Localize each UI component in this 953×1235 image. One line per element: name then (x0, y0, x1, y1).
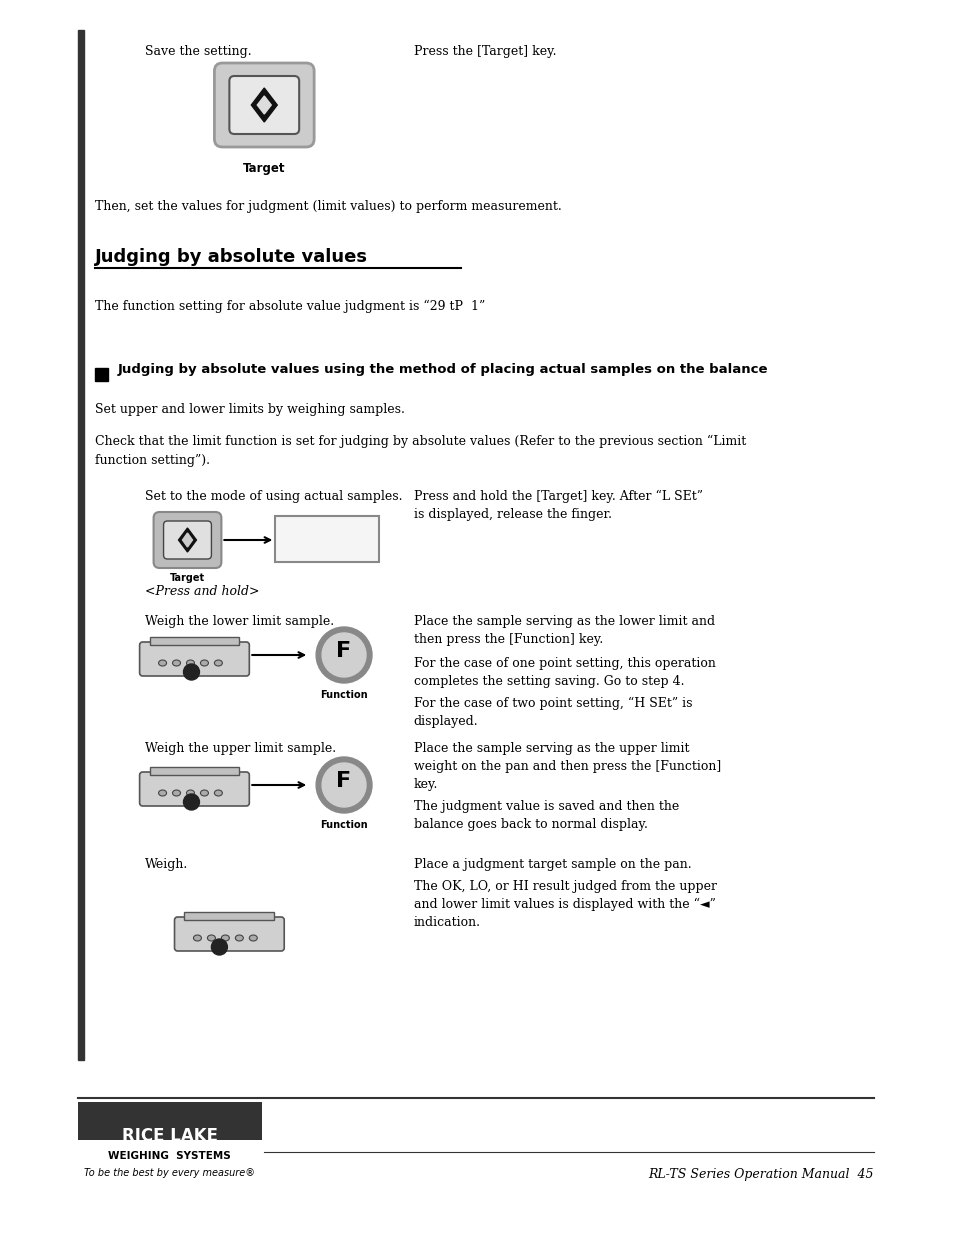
Ellipse shape (221, 935, 229, 941)
Text: RICE LAKE: RICE LAKE (121, 1128, 217, 1145)
Text: Place a judgment target sample on the pan.: Place a judgment target sample on the pa… (414, 858, 691, 871)
Text: Weigh the lower limit sample.: Weigh the lower limit sample. (145, 615, 334, 629)
FancyBboxPatch shape (174, 918, 284, 951)
Text: The OK, LO, or HI result judged from the upper: The OK, LO, or HI result judged from the… (414, 881, 716, 893)
Ellipse shape (200, 790, 208, 797)
Ellipse shape (158, 659, 167, 666)
Polygon shape (182, 534, 193, 547)
Ellipse shape (214, 659, 222, 666)
Text: then press the [Function] key.: then press the [Function] key. (414, 634, 602, 646)
Text: For the case of two point setting, “H SEt” is: For the case of two point setting, “H SE… (414, 697, 692, 710)
Text: Place the sample serving as the upper limit: Place the sample serving as the upper li… (414, 742, 689, 755)
Text: F: F (336, 771, 352, 790)
FancyBboxPatch shape (139, 772, 249, 806)
Ellipse shape (186, 790, 194, 797)
Circle shape (322, 763, 366, 806)
Text: Save the setting.: Save the setting. (145, 44, 251, 58)
Text: Function: Function (320, 820, 368, 830)
Ellipse shape (214, 790, 222, 797)
Text: Weigh.: Weigh. (145, 858, 188, 871)
Text: Judging by absolute values: Judging by absolute values (94, 248, 367, 266)
Circle shape (183, 664, 199, 680)
Circle shape (315, 627, 372, 683)
Polygon shape (178, 529, 196, 552)
Text: For the case of one point setting, this operation: For the case of one point setting, this … (414, 657, 715, 671)
Text: Then, set the values for judgment (limit values) to perform measurement.: Then, set the values for judgment (limit… (94, 200, 561, 212)
Text: WEIGHING  SYSTEMS: WEIGHING SYSTEMS (108, 1151, 231, 1161)
Text: displayed.: displayed. (414, 715, 478, 727)
Text: <Press and hold>: <Press and hold> (145, 585, 259, 598)
Text: weight on the pan and then press the [Function]: weight on the pan and then press the [Fu… (414, 760, 720, 773)
Ellipse shape (235, 935, 243, 941)
FancyBboxPatch shape (153, 513, 221, 568)
FancyBboxPatch shape (229, 77, 299, 135)
Ellipse shape (186, 659, 194, 666)
Text: and lower limit values is displayed with the “◄”: and lower limit values is displayed with… (414, 898, 715, 911)
Text: balance goes back to normal display.: balance goes back to normal display. (414, 818, 647, 831)
FancyBboxPatch shape (275, 516, 378, 562)
Text: Target: Target (243, 162, 285, 175)
Ellipse shape (200, 659, 208, 666)
Ellipse shape (158, 790, 167, 797)
Text: is displayed, release the finger.: is displayed, release the finger. (414, 508, 611, 521)
Text: L.SEt: L.SEt (304, 540, 350, 555)
Ellipse shape (193, 935, 201, 941)
Text: Check that the limit function is set for judging by absolute values (Refer to th: Check that the limit function is set for… (94, 435, 745, 448)
Polygon shape (251, 88, 277, 122)
Text: Set to the mode of using actual samples.: Set to the mode of using actual samples. (145, 490, 401, 503)
Text: Place the sample serving as the lower limit and: Place the sample serving as the lower li… (414, 615, 714, 629)
Text: Press and hold the [Target] key. After “L SEt”: Press and hold the [Target] key. After “… (414, 490, 702, 503)
Text: RL-TS Series Operation Manual  45: RL-TS Series Operation Manual 45 (647, 1168, 873, 1181)
Bar (184, 911, 274, 920)
Text: Target: Target (170, 573, 205, 583)
Text: Set upper and lower limits by weighing samples.: Set upper and lower limits by weighing s… (94, 403, 404, 416)
Polygon shape (94, 368, 108, 382)
FancyBboxPatch shape (214, 63, 314, 147)
Ellipse shape (172, 790, 180, 797)
Circle shape (212, 939, 227, 955)
Text: To be the best by every measure®: To be the best by every measure® (84, 1168, 254, 1178)
Text: function setting”).: function setting”). (94, 454, 210, 467)
Text: key.: key. (414, 778, 437, 790)
Circle shape (315, 757, 372, 813)
Bar (150, 637, 239, 645)
Circle shape (183, 794, 199, 810)
Text: Press the [Target] key.: Press the [Target] key. (414, 44, 556, 58)
Bar (78, 1102, 262, 1140)
Bar (150, 767, 239, 776)
Circle shape (322, 634, 366, 677)
Text: F: F (336, 641, 352, 661)
Text: Function: Function (320, 690, 368, 700)
Ellipse shape (207, 935, 215, 941)
Text: The judgment value is saved and then the: The judgment value is saved and then the (414, 800, 679, 813)
Text: Judging by absolute values using the method of placing actual samples on the bal: Judging by absolute values using the met… (117, 363, 767, 375)
Polygon shape (257, 96, 271, 114)
Text: indication.: indication. (414, 916, 480, 929)
Ellipse shape (172, 659, 180, 666)
FancyBboxPatch shape (139, 642, 249, 676)
FancyBboxPatch shape (163, 521, 212, 559)
Bar (78, 30, 84, 1060)
Text: The function setting for absolute value judgment is “29 tP  1”: The function setting for absolute value … (94, 300, 484, 314)
Text: Weigh the upper limit sample.: Weigh the upper limit sample. (145, 742, 335, 755)
Text: completes the setting saving. Go to step 4.: completes the setting saving. Go to step… (414, 676, 683, 688)
Ellipse shape (249, 935, 257, 941)
